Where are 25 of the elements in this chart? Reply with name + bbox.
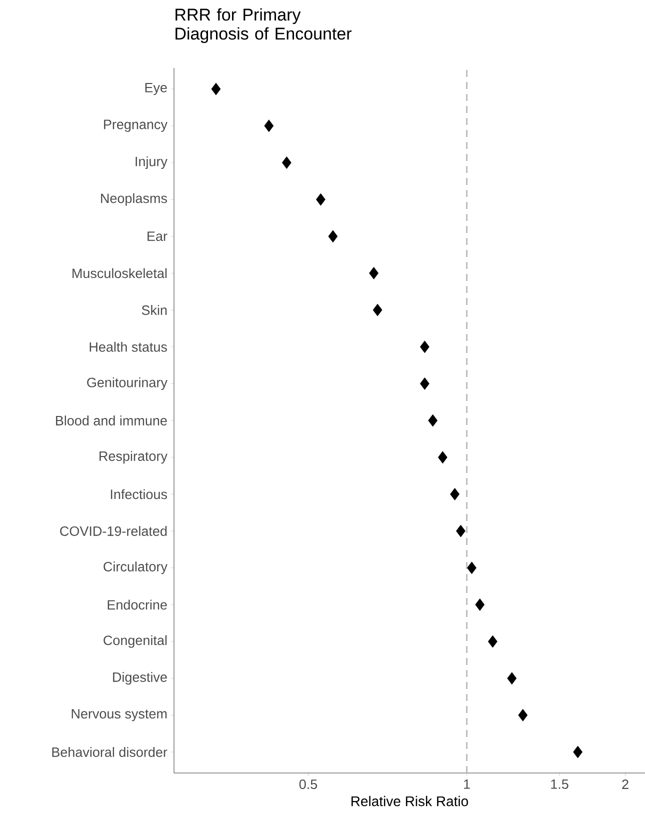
y-tick-label: COVID-19-related	[60, 526, 167, 536]
y-tick-label: Neoplasms	[101, 193, 167, 206]
y-tick-label: Ear	[148, 232, 168, 242]
y-tick-label: Blood and immune	[56, 416, 167, 426]
y-tick-label: Eye	[145, 82, 167, 96]
x-tick-label: 2	[622, 780, 628, 789]
y-tick-label: Circulatory	[104, 562, 168, 574]
x-axis-title: Relative Risk Ratio	[352, 796, 468, 806]
y-tick-label: Endocrine	[108, 600, 167, 610]
y-tick-label: Health status	[90, 342, 167, 352]
y-tick-label: Musculoskeletal	[72, 268, 167, 278]
x-tick-label: 1	[464, 780, 470, 789]
x-tick-label: 0.5	[299, 780, 318, 790]
y-tick-label: Injury	[136, 156, 168, 169]
y-tick-label: Genitourinary	[87, 377, 168, 390]
y-tick-label: Respiratory	[100, 451, 168, 464]
chart-title: RRR for Primary Diagnosis of Encounter	[176, 8, 352, 44]
y-tick-label: Skin	[142, 305, 167, 315]
y-tick-label: Pregnancy	[104, 120, 168, 132]
x-tick-label: 1.5	[551, 780, 568, 789]
y-tick-label: Infectious	[110, 489, 167, 500]
y-tick-label: Nervous system	[72, 709, 167, 722]
y-tick-label: Digestive	[113, 672, 167, 685]
y-tick-label: Congenital	[104, 635, 167, 648]
y-tick-label: Behavioral disorder	[52, 747, 168, 757]
